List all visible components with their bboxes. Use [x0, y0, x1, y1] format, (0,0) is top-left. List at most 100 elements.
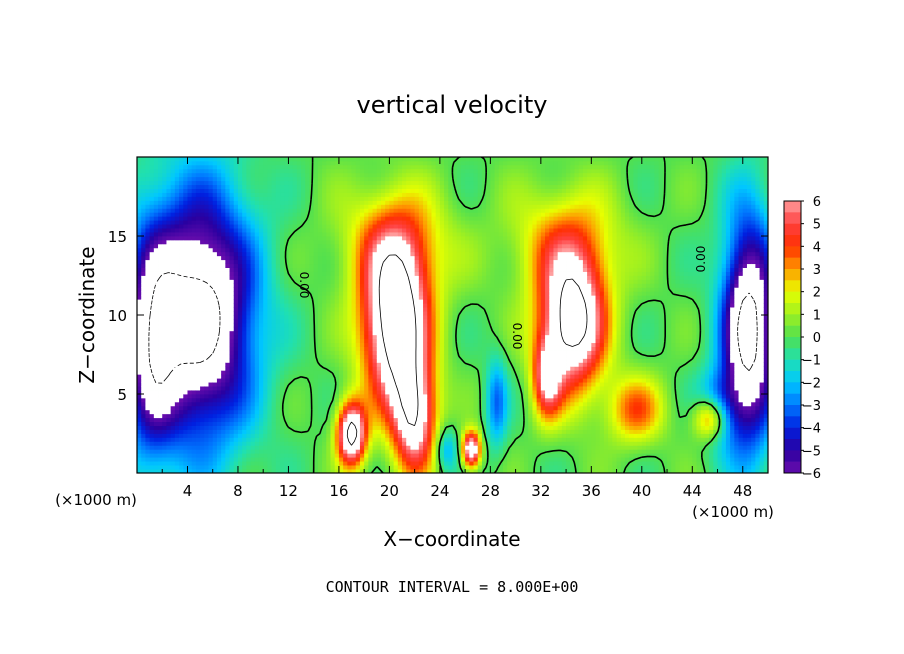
heatmap-cell: [389, 208, 395, 213]
heatmap-cell: [343, 200, 348, 205]
heatmap-cell: [195, 287, 201, 292]
heatmap-cell: [258, 405, 264, 411]
heatmap-cell: [191, 342, 197, 347]
heatmap-cell: [330, 457, 336, 462]
heatmap-cell: [250, 255, 256, 261]
heatmap-cell: [393, 421, 399, 426]
heatmap-cell: [334, 164, 340, 170]
heatmap-cell: [162, 247, 167, 253]
heatmap-cell: [368, 243, 373, 249]
heatmap-cell: [166, 362, 172, 367]
heatmap-cell: [204, 157, 209, 162]
heatmap-cell: [233, 243, 239, 249]
heatmap-cell: [158, 449, 163, 454]
heatmap-cell: [237, 413, 243, 419]
heatmap-cell: [385, 168, 390, 174]
heatmap-cell: [233, 322, 239, 328]
heatmap-cell: [149, 425, 155, 430]
heatmap-cell: [368, 224, 373, 229]
heatmap-cell: [179, 208, 184, 213]
heatmap-cell: [246, 204, 251, 209]
heatmap-cell: [212, 362, 218, 367]
heatmap-cell: [195, 382, 201, 387]
heatmap-cell: [162, 322, 167, 328]
heatmap-cell: [162, 279, 167, 284]
heatmap-cell: [216, 188, 222, 193]
heatmap-cell: [158, 279, 163, 284]
heatmap-cell: [271, 386, 277, 391]
heatmap-cell: [242, 318, 247, 324]
heatmap-cell: [385, 180, 390, 186]
heatmap-cell: [338, 172, 344, 178]
heatmap-cell: [326, 326, 331, 332]
heatmap-cell: [317, 457, 323, 462]
heatmap-cell: [263, 445, 268, 450]
heatmap-cell: [317, 334, 323, 340]
heatmap-cell: [250, 409, 256, 415]
heatmap-cell: [343, 196, 348, 201]
heatmap-cell: [216, 275, 222, 280]
heatmap-cell: [275, 417, 281, 423]
heatmap-cell: [233, 394, 239, 399]
heatmap-cell: [267, 224, 273, 229]
heatmap-cell: [237, 366, 243, 371]
heatmap-cell: [179, 228, 184, 233]
heatmap-cell: [322, 318, 327, 324]
heatmap-cell: [322, 358, 327, 363]
heatmap-cell: [229, 350, 235, 355]
heatmap-cell: [389, 255, 395, 261]
heatmap-cell: [225, 216, 230, 221]
heatmap-cell: [141, 370, 146, 375]
heatmap-cell: [170, 421, 176, 426]
heatmap-cell: [351, 255, 357, 261]
heatmap-cell: [149, 204, 155, 209]
heatmap-cell: [195, 164, 201, 170]
heatmap-cell: [233, 453, 239, 458]
heatmap-cell: [204, 251, 209, 257]
heatmap-cell: [233, 263, 239, 268]
heatmap-cell: [317, 425, 323, 430]
heatmap-cell: [313, 307, 319, 312]
heatmap-cell: [216, 168, 222, 174]
heatmap-cell: [322, 330, 327, 336]
heatmap-cell: [204, 425, 209, 430]
heatmap-cell: [229, 204, 235, 209]
heatmap-cell: [250, 429, 256, 434]
heatmap-cell: [258, 437, 264, 442]
heatmap-cell: [204, 176, 209, 182]
heatmap-cell: [343, 469, 348, 473]
heatmap-cell: [338, 208, 344, 213]
heatmap-cell: [313, 157, 319, 162]
heatmap-cell: [212, 445, 218, 450]
heatmap-cell: [225, 378, 230, 383]
heatmap-cell: [393, 453, 399, 458]
heatmap-cell: [204, 378, 209, 383]
heatmap-cell: [275, 397, 281, 403]
heatmap-cell: [380, 397, 386, 403]
heatmap-cell: [317, 184, 323, 189]
heatmap-cell: [271, 303, 277, 308]
heatmap-cells: [137, 157, 768, 473]
heatmap-cell: [263, 350, 268, 355]
heatmap-cell: [158, 390, 163, 395]
heatmap-cell: [158, 370, 163, 375]
heatmap-cell: [275, 291, 281, 296]
heatmap-cell: [204, 370, 209, 375]
heatmap-cell: [301, 425, 306, 430]
heatmap-cell: [267, 192, 273, 197]
heatmap-cell: [254, 413, 260, 419]
heatmap-cell: [137, 445, 142, 450]
heatmap-cell: [149, 243, 155, 249]
heatmap-cell: [305, 394, 310, 399]
heatmap-cell: [179, 354, 184, 359]
heatmap-cell: [263, 291, 268, 296]
heatmap-cell: [393, 413, 399, 419]
heatmap-cell: [364, 228, 369, 233]
heatmap-cell: [258, 409, 264, 415]
heatmap-cell: [195, 457, 201, 462]
heatmap-cell: [237, 243, 243, 249]
heatmap-cell: [334, 330, 340, 336]
heatmap-cell: [351, 243, 357, 249]
heatmap-cell: [338, 397, 344, 403]
heatmap-cell: [275, 409, 281, 415]
